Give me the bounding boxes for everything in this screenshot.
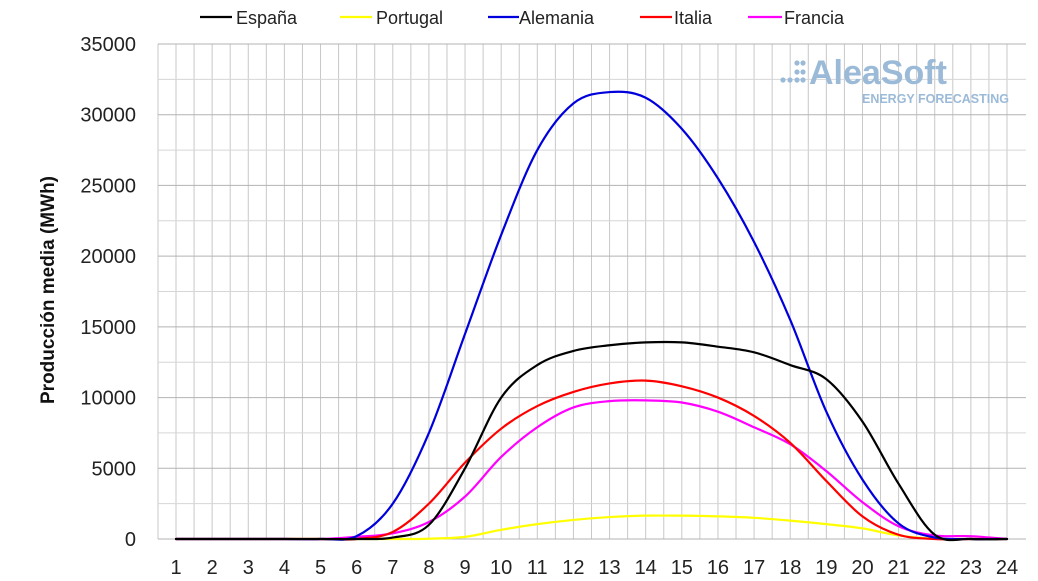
legend: España Portugal Alemania Italia Francia <box>200 8 845 28</box>
x-tick-label: 4 <box>279 557 290 576</box>
x-tick-label: 12 <box>562 557 584 576</box>
x-tick-label: 8 <box>423 557 434 576</box>
x-tick-label: 2 <box>207 557 218 576</box>
legend-label: Portugal <box>376 8 443 28</box>
logo-dots-icon <box>780 60 806 83</box>
x-tick-label: 11 <box>527 557 548 576</box>
grid-layer <box>157 43 1026 540</box>
logo-tagline: ENERGY FORECASTING <box>862 92 1009 106</box>
y-tick-label: 5000 <box>92 458 137 480</box>
x-tick-label: 19 <box>815 557 837 576</box>
x-tick-label: 1 <box>170 557 181 576</box>
x-tick-label: 10 <box>490 557 512 576</box>
legend-label: Francia <box>784 8 845 28</box>
x-tick-label: 24 <box>996 557 1018 576</box>
logo-name: AleaSoft <box>809 54 947 92</box>
series-line-espana <box>174 340 1009 542</box>
x-tick-label: 21 <box>887 557 909 576</box>
x-tick-label: 6 <box>351 557 362 576</box>
y-tick-label: 10000 <box>80 388 136 410</box>
x-tick-label: 22 <box>924 557 946 576</box>
aleasoft-logo: AleaSoft ENERGY FORECASTING <box>780 54 1009 106</box>
legend-item-espana: España <box>200 8 298 28</box>
y-tick-label: 20000 <box>80 246 136 268</box>
legend-item-francia: Francia <box>748 8 845 28</box>
y-tick-label: 0 <box>125 529 136 551</box>
x-tick-label: 17 <box>743 557 765 576</box>
x-tick-label: 16 <box>707 557 729 576</box>
x-tick-label: 5 <box>315 557 326 576</box>
x-tick-label: 9 <box>459 557 470 576</box>
x-tick-label: 23 <box>960 557 982 576</box>
series-layer <box>174 90 1009 542</box>
legend-label: Alemania <box>519 8 595 28</box>
legend-item-italia: Italia <box>640 8 713 28</box>
legend-item-portugal: Portugal <box>340 8 443 28</box>
y-axis-title: Producción media (MWh) <box>38 176 59 404</box>
legend-label: España <box>236 8 298 28</box>
x-tick-label: 18 <box>779 557 801 576</box>
x-tick-label: 14 <box>635 557 657 576</box>
y-tick-label: 25000 <box>80 175 136 197</box>
x-tick-label: 13 <box>598 557 620 576</box>
legend-item-alemania: Alemania <box>488 8 595 28</box>
x-tick-label: 3 <box>243 557 254 576</box>
x-tick-label: 15 <box>671 557 693 576</box>
y-tick-label: 30000 <box>80 105 136 127</box>
x-tick-label: 20 <box>851 557 873 576</box>
y-tick-label: 15000 <box>80 317 136 339</box>
legend-label: Italia <box>674 8 713 28</box>
y-tick-label: 35000 <box>80 34 136 56</box>
x-tick-label: 7 <box>387 557 398 576</box>
